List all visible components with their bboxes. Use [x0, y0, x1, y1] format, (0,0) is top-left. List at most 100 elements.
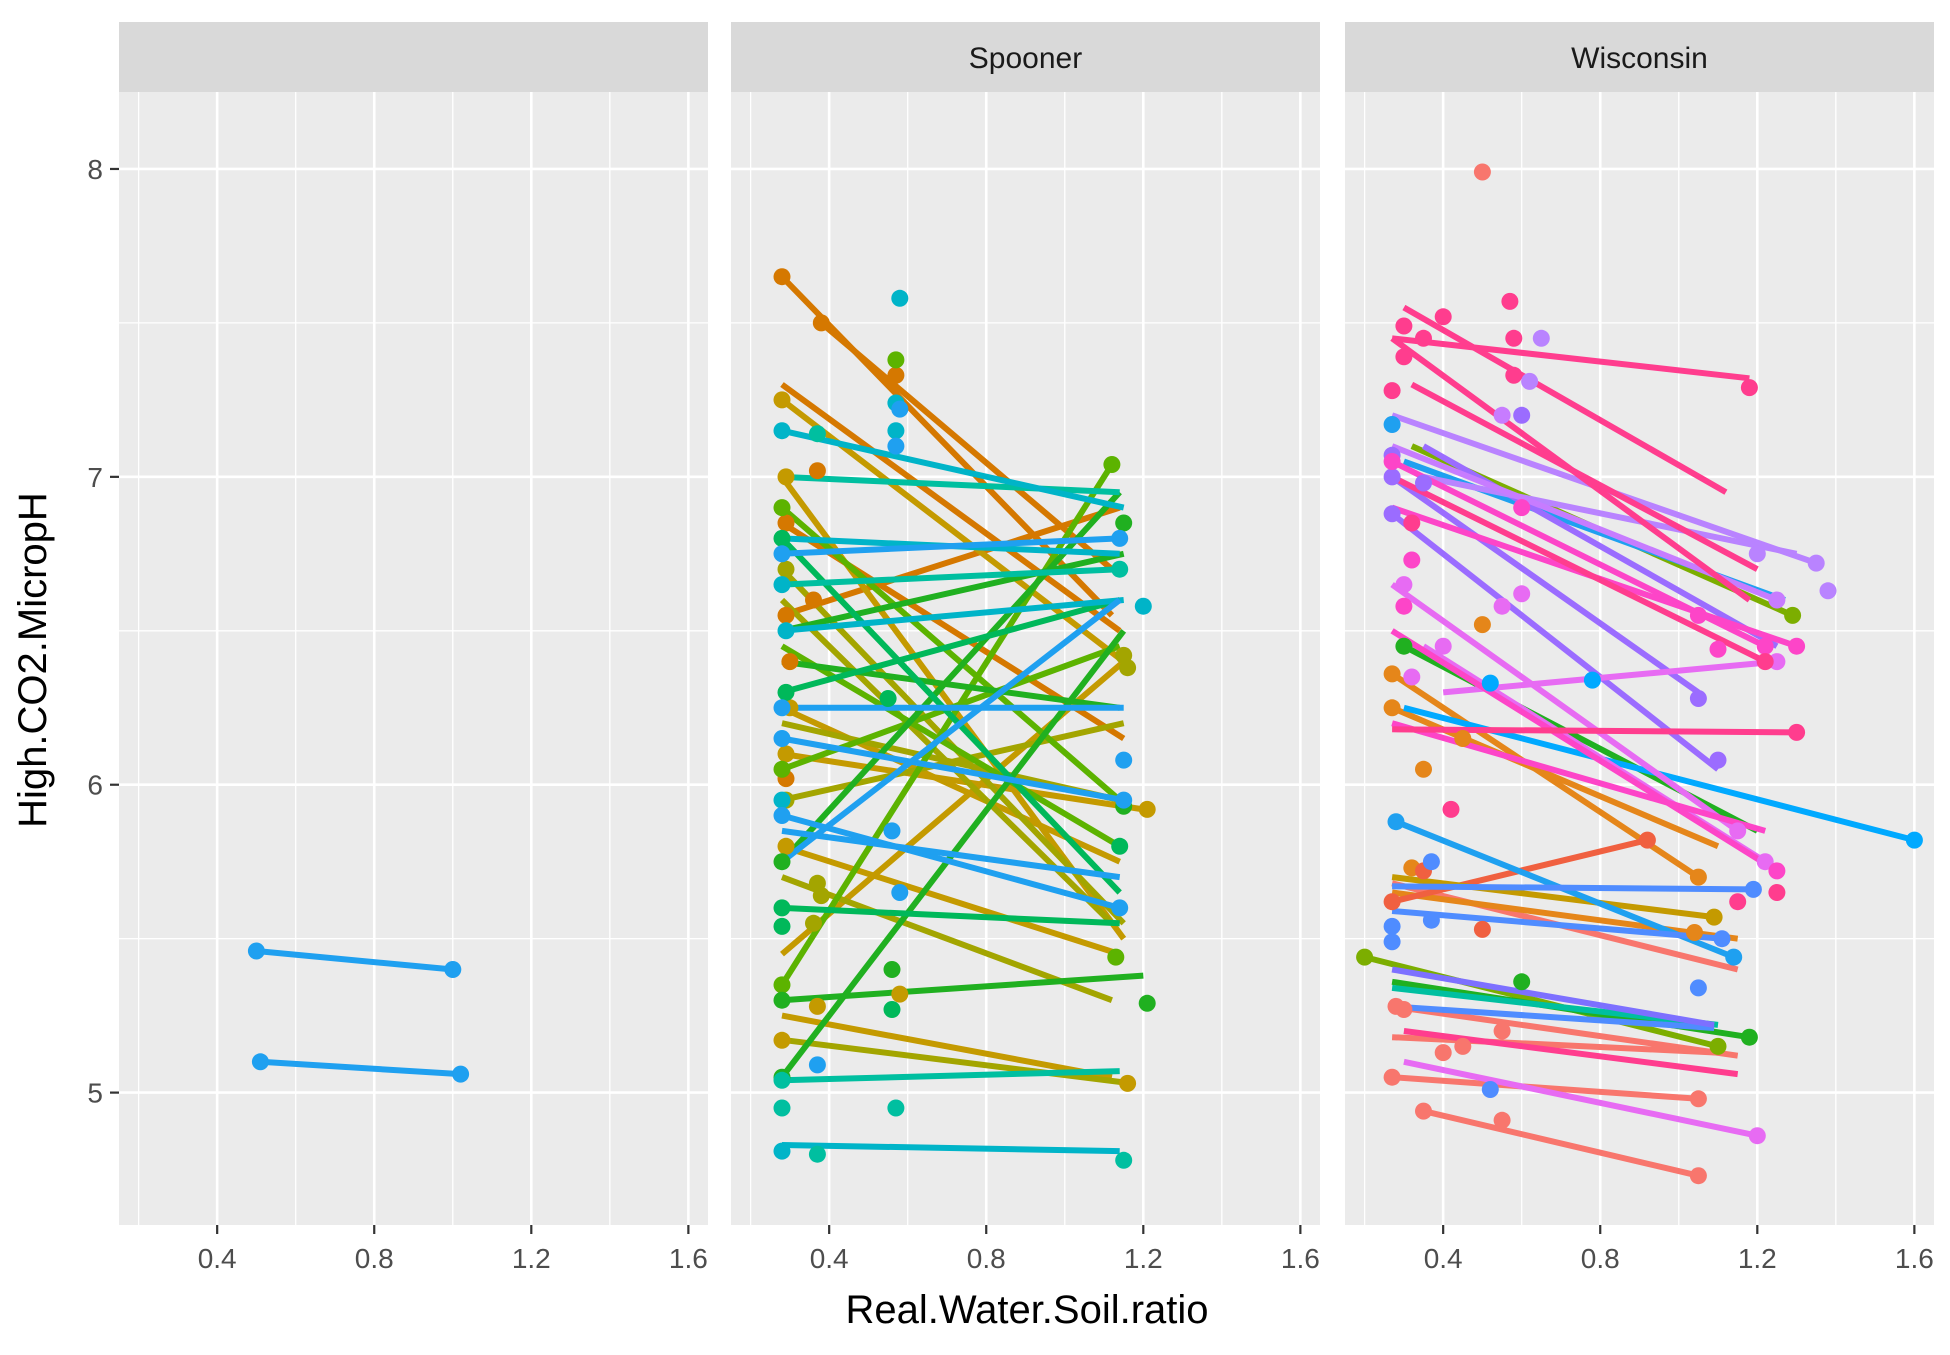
data-point: [1422, 911, 1440, 929]
data-point: [891, 289, 909, 307]
data-point: [1383, 933, 1401, 951]
data-point: [1473, 163, 1491, 181]
panel-background: [731, 92, 1320, 1225]
facet-strip-label: Wisconsin: [1571, 42, 1708, 75]
data-point: [1532, 329, 1550, 347]
y-tick-label: 7: [87, 462, 103, 493]
data-point: [1768, 862, 1786, 880]
data-point: [247, 942, 265, 960]
fit-line: [1422, 473, 1798, 557]
data-point: [1713, 930, 1731, 948]
data-point: [773, 1031, 791, 1049]
data-point: [1768, 591, 1786, 609]
fit-line: [1391, 1003, 1739, 1059]
fit-line: [1422, 1108, 1700, 1179]
data-point: [1111, 899, 1129, 917]
data-point: [1505, 366, 1523, 384]
data-point: [1115, 751, 1133, 769]
data-point: [1383, 453, 1401, 470]
x-tick-label: 1.6: [1895, 1243, 1934, 1274]
x-tick-label: 0.8: [355, 1243, 394, 1274]
data-point: [777, 837, 795, 855]
data-point: [808, 874, 826, 892]
data-point: [1744, 880, 1762, 898]
data-point: [1689, 606, 1707, 624]
data-point: [777, 468, 795, 486]
fit-line: [1391, 908, 1723, 942]
data-point: [1119, 1074, 1137, 1092]
data-point: [887, 437, 905, 455]
data-point: [773, 976, 791, 994]
fit-line: [781, 904, 1120, 927]
fit-line: [781, 597, 1121, 696]
data-point: [808, 1145, 826, 1163]
data-point: [1383, 505, 1401, 523]
data-point: [773, 730, 791, 747]
data-point: [1748, 1127, 1766, 1145]
x-tick-label: 0.8: [1581, 1243, 1620, 1274]
data-point: [1395, 637, 1413, 655]
data-point: [1434, 637, 1452, 655]
data-point: [773, 545, 791, 563]
data-point: [773, 807, 791, 824]
data-point: [1395, 348, 1413, 366]
data-point: [773, 899, 791, 917]
y-axis: 5 6 7 8: [87, 154, 119, 1109]
x-tick-label: 1.6: [669, 1243, 708, 1274]
data-point: [1415, 1102, 1432, 1120]
data-point: [773, 791, 791, 809]
data-point: [887, 422, 905, 440]
data-point: [1583, 671, 1601, 689]
fit-line: [1391, 335, 1750, 382]
data-point: [1689, 1090, 1707, 1108]
data-point: [1819, 582, 1837, 600]
data-point: [1481, 1081, 1499, 1098]
data-point: [773, 529, 791, 547]
data-point: [1454, 1037, 1472, 1055]
data-point: [1395, 317, 1413, 335]
data-point: [1403, 668, 1421, 686]
data-point: [1383, 468, 1401, 486]
fit-line: [1391, 966, 1715, 1028]
fit-line: [1390, 628, 1779, 874]
data-point: [1768, 653, 1786, 671]
fit-line: [785, 1037, 1132, 1087]
data-point: [1473, 616, 1491, 634]
data-point: [1689, 690, 1707, 707]
fit-line: [256, 948, 454, 973]
data-point: [1115, 1151, 1133, 1169]
data-point: [773, 268, 791, 286]
x-axis-title: Real.Water.Soil.ratio: [845, 1288, 1208, 1332]
facet-panel-3: Wisconsin: [1345, 22, 1934, 1225]
data-point: [883, 1001, 901, 1018]
x-tick-label: 1.2: [512, 1243, 551, 1274]
data-point: [1115, 514, 1133, 532]
data-point: [1383, 699, 1401, 717]
data-point: [1493, 1111, 1511, 1129]
x-tick-label: 0.8: [967, 1243, 1006, 1274]
data-point: [1442, 800, 1460, 818]
data-point: [1383, 917, 1401, 935]
data-point: [1689, 868, 1707, 886]
data-point: [1138, 994, 1156, 1012]
data-point: [1756, 653, 1774, 671]
data-point: [1725, 948, 1743, 966]
data-point: [1383, 1068, 1401, 1086]
fit-line: [781, 473, 1120, 496]
data-point: [805, 914, 822, 932]
data-point: [1505, 329, 1523, 347]
data-point: [1513, 585, 1531, 603]
y-tick-label: 6: [87, 770, 103, 801]
x-tick-label: 0.4: [1424, 1243, 1463, 1274]
data-point: [1387, 997, 1405, 1015]
data-point: [1387, 813, 1405, 831]
facet-strip-label: Spooner: [969, 42, 1082, 75]
fit-line: [1390, 511, 1720, 772]
fit-line: [1442, 658, 1778, 696]
data-point: [1403, 514, 1421, 532]
data-point: [777, 560, 795, 578]
data-point: [1638, 831, 1656, 849]
data-point: [777, 683, 795, 701]
fit-line: [1391, 1074, 1699, 1102]
